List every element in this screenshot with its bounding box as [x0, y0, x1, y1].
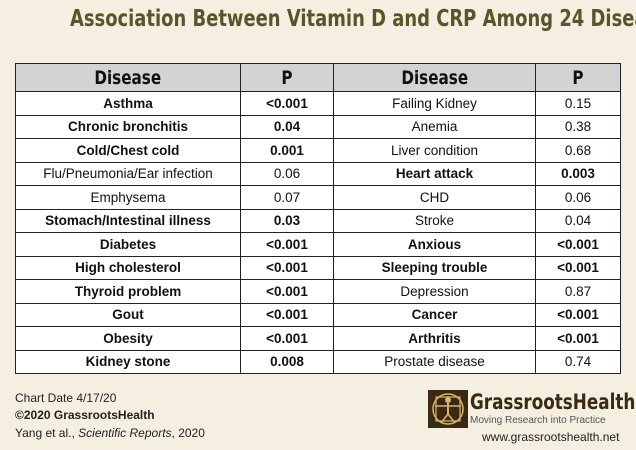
disease: Stomach/Intestinal illness [15, 208, 241, 233]
table-row: High cholesterol <0.001 Sleeping trouble <0… [15, 255, 621, 280]
disease: High cholesterol [15, 255, 241, 280]
table-row: Emphysema 0.07 CHD 0.06 [15, 185, 621, 210]
p-value: 0.008 [240, 349, 334, 374]
citation-journal: Scientific Reports [78, 426, 172, 440]
disease: Liver condition [333, 138, 536, 163]
chart-date: Chart Date 4/17/20 [15, 391, 117, 405]
column-header-text: Disease [94, 66, 162, 89]
p-value: 0.15 [535, 91, 621, 116]
table-row: Thyroid problem <0.001 Depression 0.87 [15, 279, 621, 304]
column-header-text: P [572, 66, 584, 89]
logo-icon [428, 390, 468, 428]
disease: Failing Kidney [333, 91, 536, 116]
disease: Flu/Pneumonia/Ear infection [15, 161, 241, 186]
p-value: 0.06 [240, 161, 334, 186]
column-header: P [240, 63, 334, 92]
disease: Cold/Chest cold [15, 138, 241, 163]
disease: Asthma [15, 91, 241, 116]
p-value: 0.04 [535, 208, 621, 233]
logo-tagline: Moving Research into Practice [470, 415, 606, 426]
column-header-text: P [281, 66, 293, 89]
column-header: Disease [333, 63, 536, 92]
disease: Depression [333, 279, 536, 304]
disease: Gout [15, 302, 241, 327]
table-row: Asthma <0.001 Failing Kidney 0.15 [15, 91, 621, 116]
table-row: Chronic bronchitis 0.04 Anemia 0.38 [15, 114, 621, 139]
p-value: 0.003 [535, 161, 621, 186]
table-row: Obesity <0.001 Arthritis <0.001 [15, 326, 621, 351]
p-value: <0.001 [535, 255, 621, 280]
table-body: Asthma <0.001 Failing Kidney 0.15 Chronic br… [15, 91, 621, 374]
column-header-text: Disease [401, 66, 468, 89]
p-value: <0.001 [240, 279, 334, 304]
table-row: Gout <0.001 Cancer <0.001 [15, 302, 621, 327]
table-row: Stomach/Intestinal illness 0.03 Stroke 0.04 [15, 208, 621, 233]
disease: Emphysema [15, 185, 241, 210]
table-row: Flu/Pneumonia/Ear infection 0.06 Heart att… [15, 161, 621, 186]
citation: Yang et al., Scientific Reports, 2020 [15, 426, 205, 440]
table: Disease P Disease P Asthma <0.001 Failing Kid… [15, 63, 621, 374]
title: Association Between Vitamin D and CRP Am… [69, 6, 636, 32]
disease: Sleeping trouble [333, 255, 536, 280]
disease: Anxious [333, 232, 536, 257]
disease: Anemia [333, 114, 536, 139]
p-value: <0.001 [240, 91, 334, 116]
p-value: 0.06 [535, 185, 621, 210]
disease: Thyroid problem [15, 279, 241, 304]
p-value: <0.001 [535, 326, 621, 351]
p-value: <0.001 [535, 232, 621, 257]
disease: Diabetes [15, 232, 241, 257]
citation-authors: Yang et al., [15, 426, 79, 440]
p-value: <0.001 [240, 302, 334, 327]
copyright: ©2020 GrassrootsHealth [15, 408, 155, 422]
header-row: Disease P Disease P [15, 63, 621, 92]
table-row: Diabetes <0.001 Anxious <0.001 [15, 232, 621, 257]
logo-name: GrassrootsHealth [470, 390, 636, 414]
column-header: P [535, 63, 621, 92]
citation-year: , 2020 [171, 426, 205, 440]
p-value: 0.38 [535, 114, 621, 139]
p-value: <0.001 [240, 326, 334, 351]
disease: Kidney stone [15, 349, 241, 374]
disease: Cancer [333, 302, 536, 327]
disease: Arthritis [333, 326, 536, 351]
disease: Stroke [333, 208, 536, 233]
p-value: <0.001 [240, 255, 334, 280]
p-value: 0.68 [535, 138, 621, 163]
disease: Heart attack [333, 161, 536, 186]
p-value: 0.87 [535, 279, 621, 304]
p-value: 0.04 [240, 114, 334, 139]
disease: CHD [333, 185, 536, 210]
p-value: 0.03 [240, 208, 334, 233]
disease: Obesity [15, 326, 241, 351]
p-value: <0.001 [240, 232, 334, 257]
column-header: Disease [15, 63, 241, 92]
p-value: 0.74 [535, 349, 621, 374]
disease: Prostate disease [333, 349, 536, 374]
p-value: 0.07 [240, 185, 334, 210]
p-value: 0.001 [240, 138, 334, 163]
logo-url: www.grassrootshealth.net [482, 430, 620, 444]
table-row: Cold/Chest cold 0.001 Liver condition 0.68 [15, 138, 621, 163]
disease: Chronic bronchitis [15, 114, 241, 139]
p-value: <0.001 [535, 302, 621, 327]
table-row: Kidney stone 0.008 Prostate disease 0.74 [15, 349, 621, 374]
